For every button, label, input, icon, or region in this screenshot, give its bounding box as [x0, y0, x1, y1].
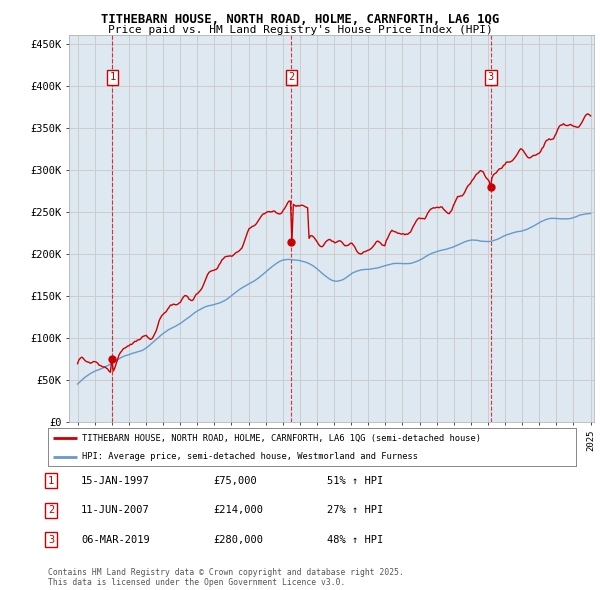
Text: 2: 2: [288, 73, 295, 83]
Text: 15-JAN-1997: 15-JAN-1997: [81, 476, 150, 486]
Text: 51% ↑ HPI: 51% ↑ HPI: [327, 476, 383, 486]
Text: £214,000: £214,000: [213, 506, 263, 515]
Text: £75,000: £75,000: [213, 476, 257, 486]
Text: Price paid vs. HM Land Registry's House Price Index (HPI): Price paid vs. HM Land Registry's House …: [107, 25, 493, 35]
Text: HPI: Average price, semi-detached house, Westmorland and Furness: HPI: Average price, semi-detached house,…: [82, 452, 418, 461]
Text: 1: 1: [48, 476, 54, 486]
Text: 11-JUN-2007: 11-JUN-2007: [81, 506, 150, 515]
Text: 27% ↑ HPI: 27% ↑ HPI: [327, 506, 383, 515]
Text: 06-MAR-2019: 06-MAR-2019: [81, 535, 150, 545]
Text: 3: 3: [48, 535, 54, 545]
Text: 2: 2: [48, 506, 54, 515]
Text: TITHEBARN HOUSE, NORTH ROAD, HOLME, CARNFORTH, LA6 1QG: TITHEBARN HOUSE, NORTH ROAD, HOLME, CARN…: [101, 13, 499, 26]
Text: £280,000: £280,000: [213, 535, 263, 545]
Text: 3: 3: [488, 73, 494, 83]
Text: 1: 1: [109, 73, 116, 83]
Text: TITHEBARN HOUSE, NORTH ROAD, HOLME, CARNFORTH, LA6 1QG (semi-detached house): TITHEBARN HOUSE, NORTH ROAD, HOLME, CARN…: [82, 434, 481, 443]
Text: Contains HM Land Registry data © Crown copyright and database right 2025.
This d: Contains HM Land Registry data © Crown c…: [48, 568, 404, 587]
Text: 48% ↑ HPI: 48% ↑ HPI: [327, 535, 383, 545]
